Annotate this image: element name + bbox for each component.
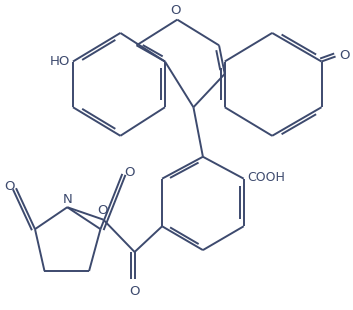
Text: O: O: [124, 166, 134, 179]
Text: O: O: [339, 49, 349, 62]
Text: COOH: COOH: [247, 171, 285, 184]
Text: O: O: [170, 4, 181, 17]
Text: N: N: [62, 193, 72, 206]
Text: O: O: [4, 180, 14, 193]
Text: O: O: [97, 204, 108, 217]
Text: HO: HO: [50, 55, 70, 68]
Text: O: O: [129, 285, 140, 298]
